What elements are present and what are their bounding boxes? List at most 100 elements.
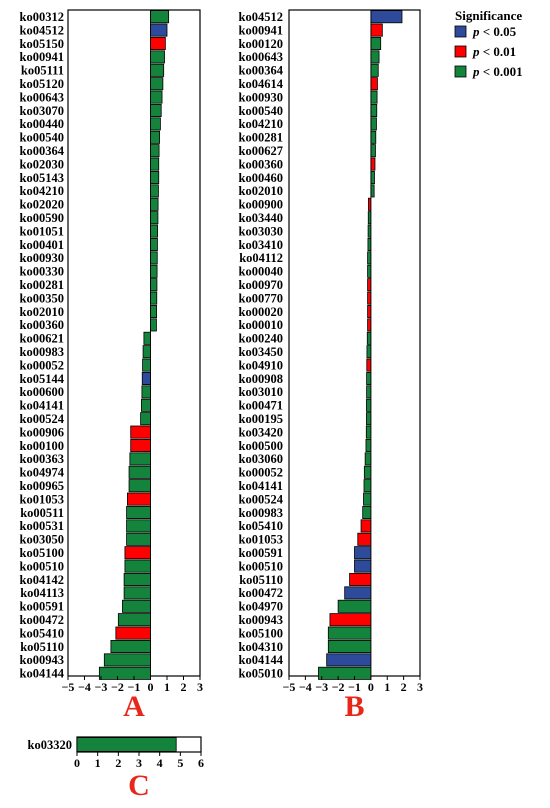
category-label-ko03410: ko03410 bbox=[239, 238, 283, 252]
x-tick-label: 1 bbox=[384, 680, 390, 694]
category-label-ko00524: ko00524 bbox=[20, 412, 65, 426]
bar-ko05110 bbox=[110, 640, 151, 654]
category-label-ko00500: ko00500 bbox=[239, 439, 283, 453]
panel-label-b: B bbox=[344, 690, 364, 723]
category-label-ko00401: ko00401 bbox=[20, 238, 64, 252]
category-label-ko05100: ko05100 bbox=[20, 546, 64, 560]
bar-ko02030 bbox=[150, 157, 160, 171]
bar-ko01053 bbox=[357, 532, 372, 546]
bar-ko00052 bbox=[142, 358, 151, 372]
bar-ko04112 bbox=[367, 251, 372, 265]
bar-ko04141 bbox=[141, 398, 151, 412]
bar-ko00020 bbox=[367, 304, 372, 318]
category-label-ko02030: ko02030 bbox=[20, 157, 64, 171]
bar-ko00500 bbox=[365, 438, 372, 452]
bar-ko00941 bbox=[370, 23, 383, 37]
x-tick-label: −4 bbox=[299, 680, 312, 694]
x-tick-label: 0 bbox=[148, 680, 154, 694]
legend-entry: p < 0.01 bbox=[472, 44, 516, 59]
bar-ko02010 bbox=[370, 184, 375, 198]
bar-ko00983 bbox=[362, 505, 372, 519]
category-label-ko04144: ko04144 bbox=[20, 667, 65, 681]
x-tick-label: 3 bbox=[197, 680, 203, 694]
x-tick-label: −4 bbox=[78, 680, 91, 694]
category-label-ko00941: ko00941 bbox=[239, 23, 283, 37]
bar-ko05010 bbox=[318, 666, 372, 680]
category-label-ko03440: ko03440 bbox=[239, 211, 283, 225]
x-tick-label: 6 bbox=[198, 756, 204, 770]
category-label-ko05144: ko05144 bbox=[20, 372, 65, 386]
category-label-ko00100: ko00100 bbox=[20, 439, 64, 453]
bar-ko03070 bbox=[150, 104, 162, 118]
bar-ko05150 bbox=[150, 37, 166, 51]
category-label-ko00643: ko00643 bbox=[239, 50, 283, 64]
category-label-ko00460: ko00460 bbox=[239, 171, 283, 185]
bar-ko00770 bbox=[367, 291, 372, 305]
x-tick-label: −2 bbox=[111, 680, 124, 694]
category-label-ko00360: ko00360 bbox=[20, 318, 64, 332]
panel-b: ko04512ko00941ko00120ko00643ko00364ko046… bbox=[239, 9, 423, 723]
bar-ko00360 bbox=[370, 157, 376, 171]
category-label-ko00540: ko00540 bbox=[239, 104, 283, 118]
bar-ko00943 bbox=[103, 653, 151, 667]
bar-ko04910 bbox=[366, 358, 372, 372]
bar-ko00364 bbox=[370, 63, 379, 77]
category-label-ko05100: ko05100 bbox=[239, 626, 283, 640]
bar-ko00472 bbox=[344, 586, 372, 600]
bar-ko00010 bbox=[367, 318, 372, 332]
bar-ko05120 bbox=[150, 77, 164, 91]
category-label-ko00965: ko00965 bbox=[20, 479, 64, 493]
category-label-ko00052: ko00052 bbox=[20, 358, 64, 372]
x-tick-label: 1 bbox=[95, 756, 101, 770]
x-tick-label: −3 bbox=[95, 680, 108, 694]
x-tick-label: 0 bbox=[368, 680, 374, 694]
bar-ko00312 bbox=[150, 10, 170, 24]
bar-ko00440 bbox=[150, 117, 161, 131]
bar-ko00511 bbox=[126, 505, 151, 519]
bar-ko05143 bbox=[150, 170, 160, 184]
bar-ko00540 bbox=[370, 104, 378, 118]
bar-ko00643 bbox=[150, 90, 163, 104]
bar-ko04512 bbox=[370, 10, 403, 24]
x-tick-label: 3 bbox=[417, 680, 423, 694]
category-label-ko04112: ko04112 bbox=[239, 251, 283, 265]
bar-ko05410 bbox=[360, 519, 372, 533]
category-label-ko04974: ko04974 bbox=[20, 466, 65, 480]
x-tick-label: −1 bbox=[348, 680, 361, 694]
bar-ko04113 bbox=[123, 586, 151, 600]
bar-ko00330 bbox=[150, 264, 158, 278]
category-label-ko00943: ko00943 bbox=[239, 613, 283, 627]
category-label-ko00440: ko00440 bbox=[20, 117, 64, 131]
category-label-ko00600: ko00600 bbox=[20, 385, 64, 399]
category-label-ko00363: ko00363 bbox=[20, 452, 64, 466]
category-label-ko03420: ko03420 bbox=[239, 425, 283, 439]
bar-ko00120 bbox=[370, 37, 382, 51]
category-label-ko00983: ko00983 bbox=[20, 345, 64, 359]
bar-ko00350 bbox=[150, 291, 158, 305]
bar-ko05110 bbox=[349, 573, 372, 587]
bar-ko04144 bbox=[98, 666, 151, 680]
category-label-ko02010: ko02010 bbox=[20, 305, 64, 319]
bar-ko04974 bbox=[128, 465, 151, 479]
bar-ko00930 bbox=[150, 251, 158, 265]
bar-ko05111 bbox=[150, 63, 165, 77]
bar-ko04970 bbox=[337, 599, 372, 613]
category-label-ko00510: ko00510 bbox=[239, 559, 283, 573]
category-label-ko00010: ko00010 bbox=[239, 318, 283, 332]
bar-ko03450 bbox=[366, 345, 372, 359]
bar-ko00600 bbox=[141, 385, 151, 399]
category-label-ko00930: ko00930 bbox=[20, 251, 64, 265]
bar-ko03060 bbox=[364, 452, 372, 466]
category-label-ko00908: ko00908 bbox=[239, 372, 283, 386]
bar-ko00040 bbox=[367, 264, 372, 278]
x-tick-label: −1 bbox=[128, 680, 141, 694]
category-label-ko00770: ko00770 bbox=[239, 291, 283, 305]
bar-ko04512 bbox=[150, 23, 168, 37]
legend-swatch bbox=[454, 25, 467, 38]
category-label-ko05110: ko05110 bbox=[20, 640, 64, 654]
category-label-ko03030: ko03030 bbox=[239, 224, 283, 238]
bar-ko00908 bbox=[366, 371, 372, 385]
category-label-ko00511: ko00511 bbox=[20, 506, 64, 520]
bar-ko00930 bbox=[370, 90, 378, 104]
